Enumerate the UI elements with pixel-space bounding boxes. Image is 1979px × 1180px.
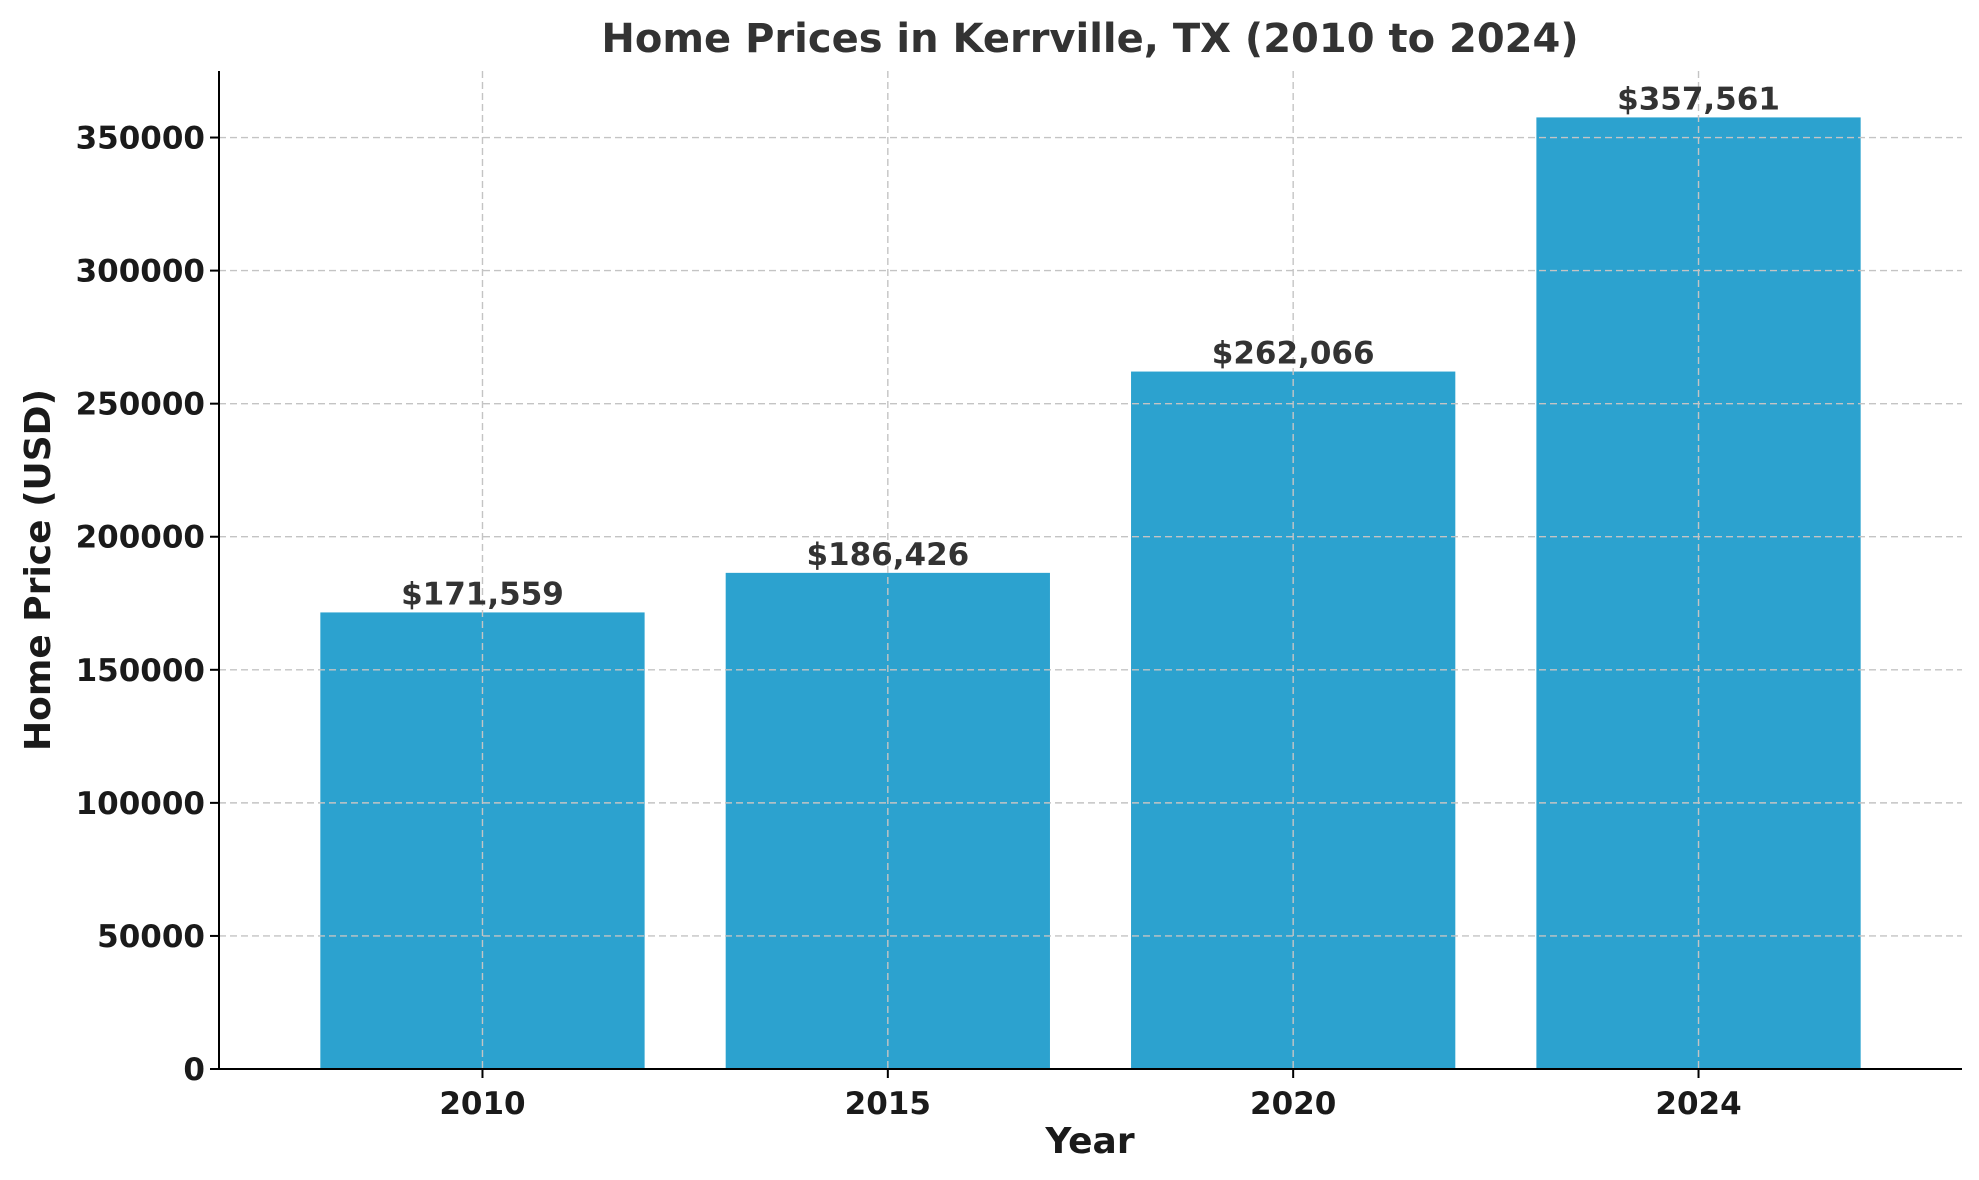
axis-layer bbox=[210, 71, 1962, 1078]
y-tick-label: 0 bbox=[183, 1052, 205, 1088]
y-tick-label: 350000 bbox=[76, 121, 205, 157]
chart-title: Home Prices in Kerrville, TX (2010 to 20… bbox=[601, 16, 1578, 62]
bar-value-label: $357,561 bbox=[1617, 81, 1780, 117]
y-tick-label: 300000 bbox=[76, 254, 205, 290]
x-tick-label: 2020 bbox=[1250, 1086, 1336, 1122]
label-layer: 0 50000 100000 150000 200000 250000 300000 3500… bbox=[76, 81, 1780, 1122]
x-tick-label: 2010 bbox=[439, 1086, 525, 1122]
grid-layer bbox=[219, 71, 1962, 1069]
y-tick-label: 250000 bbox=[76, 387, 205, 423]
x-axis-label: Year bbox=[1044, 1121, 1134, 1162]
y-tick-label: 50000 bbox=[97, 919, 205, 955]
y-axis-label: Home Price (USD) bbox=[18, 389, 59, 751]
x-tick-label: 2015 bbox=[845, 1086, 931, 1122]
bar-value-label: $262,066 bbox=[1212, 336, 1375, 372]
bar-value-label: $171,559 bbox=[401, 576, 564, 612]
y-tick-label: 100000 bbox=[76, 786, 205, 822]
x-tick-label: 2024 bbox=[1655, 1086, 1741, 1122]
bar-value-label: $186,426 bbox=[806, 537, 969, 573]
y-tick-label: 150000 bbox=[76, 653, 205, 689]
y-tick-label: 200000 bbox=[76, 520, 205, 556]
